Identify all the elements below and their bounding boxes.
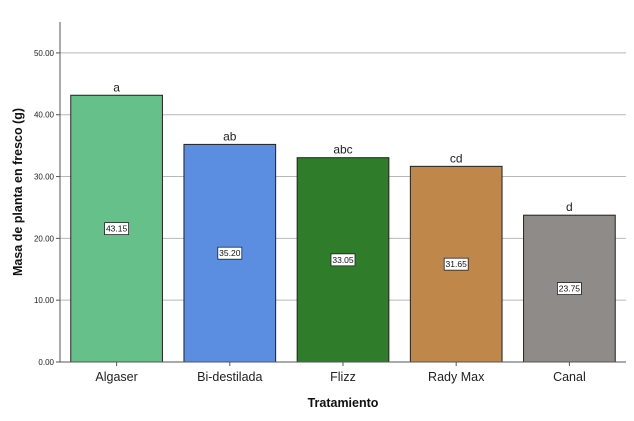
y-tick-label: 20.00	[34, 234, 55, 243]
value-label: 43.15	[106, 224, 128, 234]
value-label-box	[104, 222, 129, 236]
x-category-label: Algaser	[95, 370, 137, 384]
value-label: 31.65	[446, 259, 468, 269]
x-category-label: Rady Max	[428, 370, 485, 384]
bars: a 43.15 ab 35.20 abc 33.05 cd 31.65 d 23.75	[70, 80, 616, 363]
y-tick-label: 0.00	[38, 358, 54, 367]
value-label-box	[557, 282, 582, 295]
y-tick-label: 50.00	[34, 49, 55, 58]
value-label: 23.75	[559, 284, 581, 294]
significance-letter: d	[566, 200, 573, 214]
value-label-box	[330, 253, 356, 267]
value-label-box	[443, 257, 469, 271]
x-category-label: Bi-destilada	[197, 370, 262, 384]
value-label-box	[217, 246, 243, 260]
x-axis-categories: Algaser Bi-destilada Flizz Rady Max Canal	[95, 362, 586, 384]
y-tick-label: 40.00	[34, 111, 55, 120]
value-label: 33.05	[332, 255, 354, 265]
y-tick-label: 30.00	[34, 173, 55, 182]
y-axis-title: Masa de planta en fresco (g)	[11, 108, 25, 276]
x-category-label: Flizz	[330, 370, 356, 384]
y-tick-label: 10.00	[34, 296, 55, 305]
x-category-label: Canal	[553, 370, 586, 384]
significance-letter: a	[113, 80, 120, 94]
value-label: 35.20	[219, 248, 241, 258]
significance-letter: cd	[450, 151, 463, 165]
significance-letter: ab	[223, 129, 237, 143]
significance-letter: abc	[333, 143, 352, 157]
x-axis-title: Tratamiento	[308, 396, 379, 410]
y-axis-ticks: 0.00 10.00 20.00 30.00 40.00 50.00	[34, 49, 60, 367]
